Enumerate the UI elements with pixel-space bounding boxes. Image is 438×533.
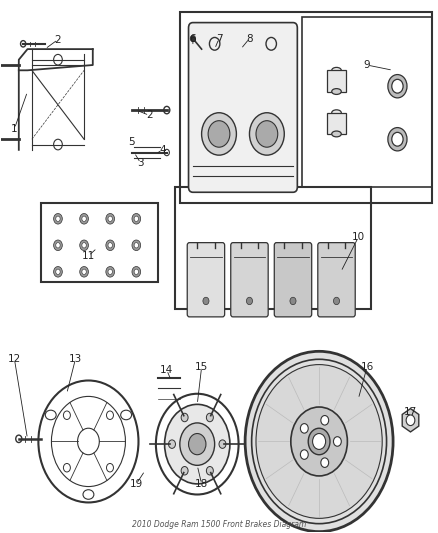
Circle shape — [181, 413, 188, 422]
Bar — [302, 17, 432, 187]
Text: 18: 18 — [195, 479, 208, 489]
FancyBboxPatch shape — [188, 22, 297, 192]
Circle shape — [56, 216, 60, 221]
Circle shape — [134, 243, 138, 248]
Text: 12: 12 — [8, 354, 21, 364]
Circle shape — [169, 440, 176, 448]
Circle shape — [247, 297, 253, 305]
Circle shape — [56, 243, 60, 248]
Circle shape — [80, 214, 88, 224]
Text: 15: 15 — [195, 362, 208, 372]
Bar — [327, 113, 346, 134]
Text: 1: 1 — [11, 124, 18, 134]
Circle shape — [250, 113, 284, 155]
Circle shape — [53, 266, 62, 277]
Circle shape — [256, 120, 278, 147]
Text: 2: 2 — [146, 110, 153, 120]
Circle shape — [203, 297, 209, 305]
Circle shape — [208, 120, 230, 147]
Text: 11: 11 — [82, 251, 95, 261]
Bar — [327, 70, 346, 92]
Circle shape — [180, 423, 215, 465]
Text: 13: 13 — [69, 354, 82, 364]
Circle shape — [392, 79, 403, 93]
Circle shape — [388, 75, 407, 98]
Text: 14: 14 — [160, 365, 173, 375]
Circle shape — [82, 216, 86, 221]
Circle shape — [308, 428, 330, 455]
Bar — [176, 187, 371, 309]
Text: 9: 9 — [364, 60, 370, 70]
FancyBboxPatch shape — [187, 243, 225, 317]
Circle shape — [132, 266, 141, 277]
Circle shape — [321, 416, 328, 425]
Circle shape — [53, 214, 62, 224]
Text: 16: 16 — [360, 362, 374, 372]
Circle shape — [16, 435, 22, 442]
Text: 2: 2 — [55, 35, 61, 45]
Text: 3: 3 — [138, 158, 144, 168]
Text: 5: 5 — [129, 137, 135, 147]
Circle shape — [206, 413, 213, 422]
Circle shape — [190, 35, 195, 42]
Circle shape — [188, 433, 206, 455]
Circle shape — [321, 458, 328, 467]
Circle shape — [164, 149, 170, 156]
Circle shape — [206, 466, 213, 475]
Circle shape — [181, 466, 188, 475]
Circle shape — [106, 240, 115, 251]
Circle shape — [290, 297, 296, 305]
Circle shape — [108, 216, 113, 221]
Circle shape — [82, 269, 86, 274]
Circle shape — [106, 266, 115, 277]
Ellipse shape — [332, 88, 341, 94]
Circle shape — [80, 266, 88, 277]
Circle shape — [333, 297, 339, 305]
Text: 8: 8 — [246, 34, 253, 44]
Circle shape — [291, 407, 347, 476]
Circle shape — [21, 41, 26, 47]
FancyBboxPatch shape — [318, 243, 355, 317]
Circle shape — [82, 243, 86, 248]
Circle shape — [392, 132, 403, 146]
Circle shape — [132, 214, 141, 224]
Ellipse shape — [332, 110, 341, 116]
Bar — [180, 12, 432, 203]
Text: 2010 Dodge Ram 1500 Front Brakes Diagram: 2010 Dodge Ram 1500 Front Brakes Diagram — [132, 520, 306, 529]
Text: 19: 19 — [130, 479, 143, 489]
Ellipse shape — [332, 131, 341, 137]
Ellipse shape — [332, 67, 341, 73]
Circle shape — [300, 450, 308, 459]
Circle shape — [388, 127, 407, 151]
Text: 7: 7 — [215, 34, 223, 44]
Text: 4: 4 — [159, 145, 166, 155]
Circle shape — [406, 415, 415, 425]
FancyBboxPatch shape — [231, 243, 268, 317]
Circle shape — [313, 433, 325, 449]
Circle shape — [106, 214, 115, 224]
Circle shape — [132, 240, 141, 251]
Circle shape — [333, 437, 341, 446]
FancyBboxPatch shape — [274, 243, 312, 317]
Circle shape — [201, 113, 237, 155]
Circle shape — [108, 243, 113, 248]
Circle shape — [245, 351, 393, 531]
Circle shape — [256, 365, 382, 519]
Circle shape — [108, 269, 113, 274]
Circle shape — [134, 216, 138, 221]
Bar — [41, 203, 158, 282]
Circle shape — [219, 440, 226, 448]
Circle shape — [164, 107, 170, 114]
Text: 10: 10 — [352, 232, 365, 243]
Text: 6: 6 — [190, 34, 196, 44]
Circle shape — [300, 424, 308, 433]
Circle shape — [80, 240, 88, 251]
Circle shape — [134, 269, 138, 274]
Text: 17: 17 — [404, 407, 417, 417]
Circle shape — [165, 405, 230, 484]
Circle shape — [53, 240, 62, 251]
Circle shape — [56, 269, 60, 274]
